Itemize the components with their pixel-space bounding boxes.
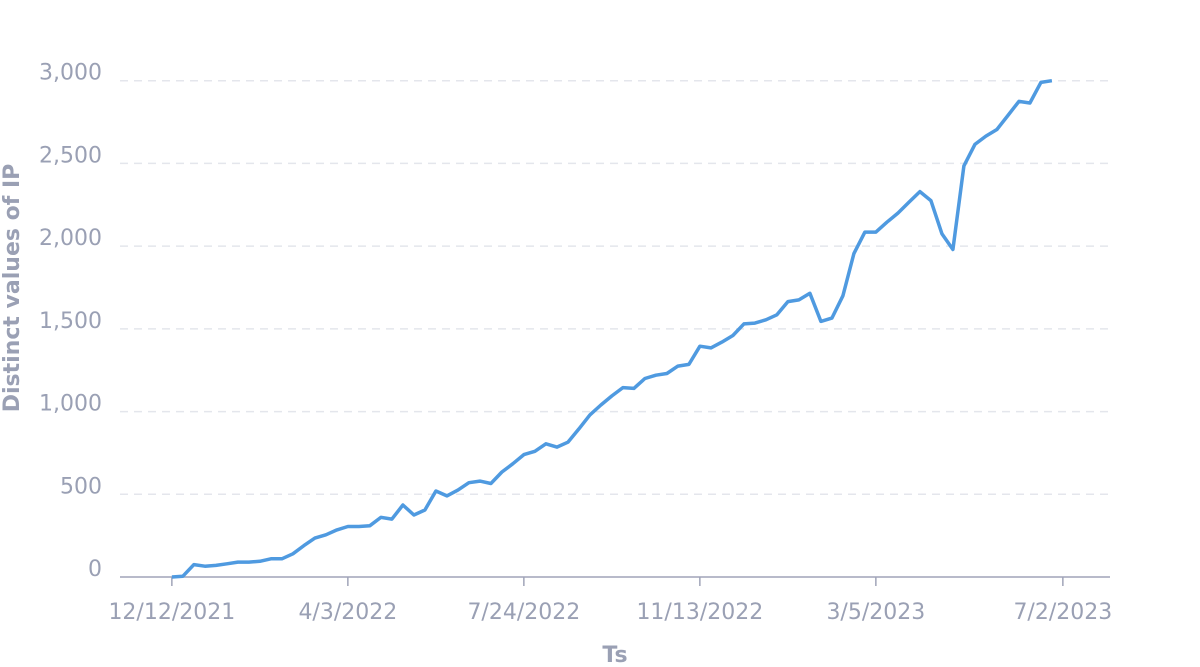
y-tick-label: 3,000 [39,61,102,86]
x-axis-title: Ts [602,643,627,667]
x-tick-label: 7/24/2022 [467,600,580,625]
y-tick-label: 500 [60,474,102,499]
y-axis-title: Distinct values of IP [0,164,25,413]
y-tick-label: 1,000 [39,392,102,417]
x-tick-label: 11/13/2022 [636,600,763,625]
x-tick-label: 3/5/2023 [826,600,925,625]
y-tick-label: 2,000 [39,226,102,251]
y-tick-label: 0 [88,557,102,582]
line-series [171,78,1053,579]
y-tick-label: 3,500 [39,0,102,3]
x-tick-label: 12/12/2021 [108,600,235,625]
y-tick-label: 1,500 [39,309,102,334]
y-tick-label: 2,500 [39,143,102,168]
x-tick-label: 7/2/2023 [1013,600,1112,625]
x-tick-label: 4/3/2022 [298,600,397,625]
